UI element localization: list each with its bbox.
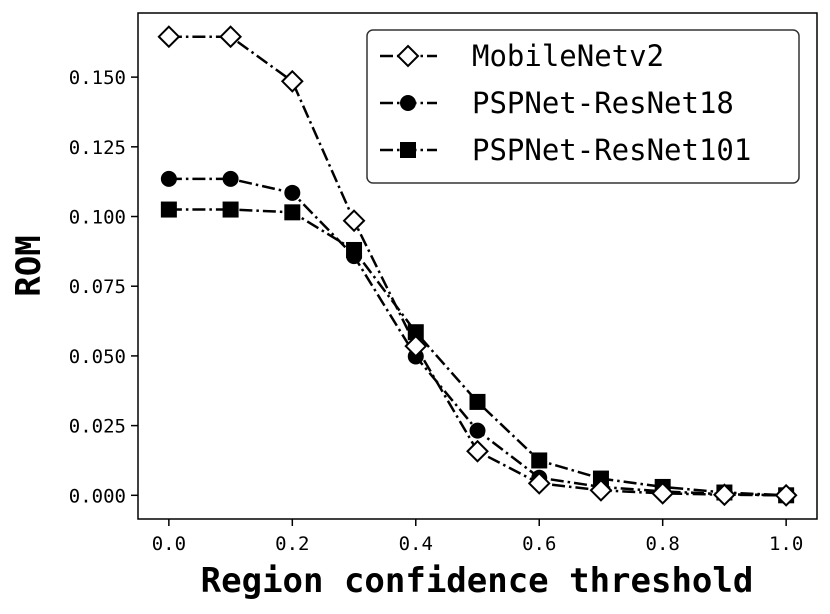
data-point-mobilenetv2 xyxy=(342,209,366,233)
data-point-mobilenetv2 xyxy=(219,25,243,49)
data-point-mobilenetv2 xyxy=(404,334,428,358)
series-layer xyxy=(157,25,798,507)
legend-label: PSPNet-ResNet18 xyxy=(472,86,734,120)
x-tick-label: 1.0 xyxy=(769,533,803,555)
data-point-pspnet-resnet101 xyxy=(222,201,239,218)
y-tick-label: 0.000 xyxy=(69,485,126,507)
x-tick-label: 0.6 xyxy=(522,533,556,555)
legend-entry-pspnet-resnet18: PSPNet-ResNet18 xyxy=(380,86,734,120)
data-point-mobilenetv2 xyxy=(527,471,551,495)
legend-marker-pspnet-resnet101 xyxy=(400,142,416,158)
legend-label: PSPNet-ResNet101 xyxy=(472,133,751,167)
data-point-pspnet-resnet101 xyxy=(284,204,301,221)
data-point-pspnet-resnet101 xyxy=(407,324,424,341)
y-tick-label: 0.150 xyxy=(69,67,126,89)
data-point-pspnet-resnet18 xyxy=(469,422,486,439)
legend-entry-mobilenetv2: MobileNetv2 xyxy=(380,39,664,73)
legend-entry-pspnet-resnet101: PSPNet-ResNet101 xyxy=(380,133,751,167)
series-mobilenetv2 xyxy=(157,25,798,507)
data-point-pspnet-resnet18 xyxy=(346,248,363,265)
y-tick-label: 0.075 xyxy=(69,276,126,298)
axes-layer: 0.0 0.2 0.4 0.6 0.8 1.0 0.000 0.025 0.050 0.075 0.… xyxy=(69,12,818,555)
data-point-pspnet-resnet101 xyxy=(469,393,486,410)
data-point-mobilenetv2 xyxy=(466,439,489,463)
x-tick-label: 0.0 xyxy=(152,533,186,555)
data-point-mobilenetv2 xyxy=(651,481,675,505)
legend-marker-mobilenetv2 xyxy=(396,44,420,68)
data-point-mobilenetv2 xyxy=(589,478,613,502)
legend-label: MobileNetv2 xyxy=(472,39,664,73)
data-point-pspnet-resnet18 xyxy=(160,170,177,187)
legend-marker-pspnet-resnet18 xyxy=(400,95,416,111)
series-line-pspnet-resnet101 xyxy=(168,208,787,497)
data-point-mobilenetv2 xyxy=(280,69,304,93)
data-point-pspnet-resnet101 xyxy=(531,452,548,469)
y-tick-label: 0.125 xyxy=(69,137,126,159)
data-point-pspnet-resnet18 xyxy=(222,170,239,187)
x-tick-label: 0.2 xyxy=(275,533,309,555)
y-tick-label: 0.025 xyxy=(69,416,126,438)
data-point-mobilenetv2 xyxy=(712,483,736,507)
series-pspnet-resnet101 xyxy=(160,201,795,504)
data-point-pspnet-resnet18 xyxy=(284,184,301,201)
data-point-mobilenetv2 xyxy=(774,483,798,507)
x-tick-label: 0.8 xyxy=(646,533,680,555)
axes-frame xyxy=(137,12,818,520)
y-tick-label: 0.050 xyxy=(69,346,126,368)
data-point-mobilenetv2 xyxy=(157,25,181,49)
legend-box xyxy=(366,29,800,184)
y-axis-title: ROM xyxy=(9,235,49,296)
x-tick-label: 0.4 xyxy=(399,533,433,555)
data-point-pspnet-resnet101 xyxy=(160,201,177,218)
y-tick-label: 0.100 xyxy=(69,207,126,229)
x-axis-title: Region confidence threshold xyxy=(201,561,754,601)
legend: MobileNetv2 PSPNet-ResNet18 PSPNet-ResNet1… xyxy=(366,29,800,184)
